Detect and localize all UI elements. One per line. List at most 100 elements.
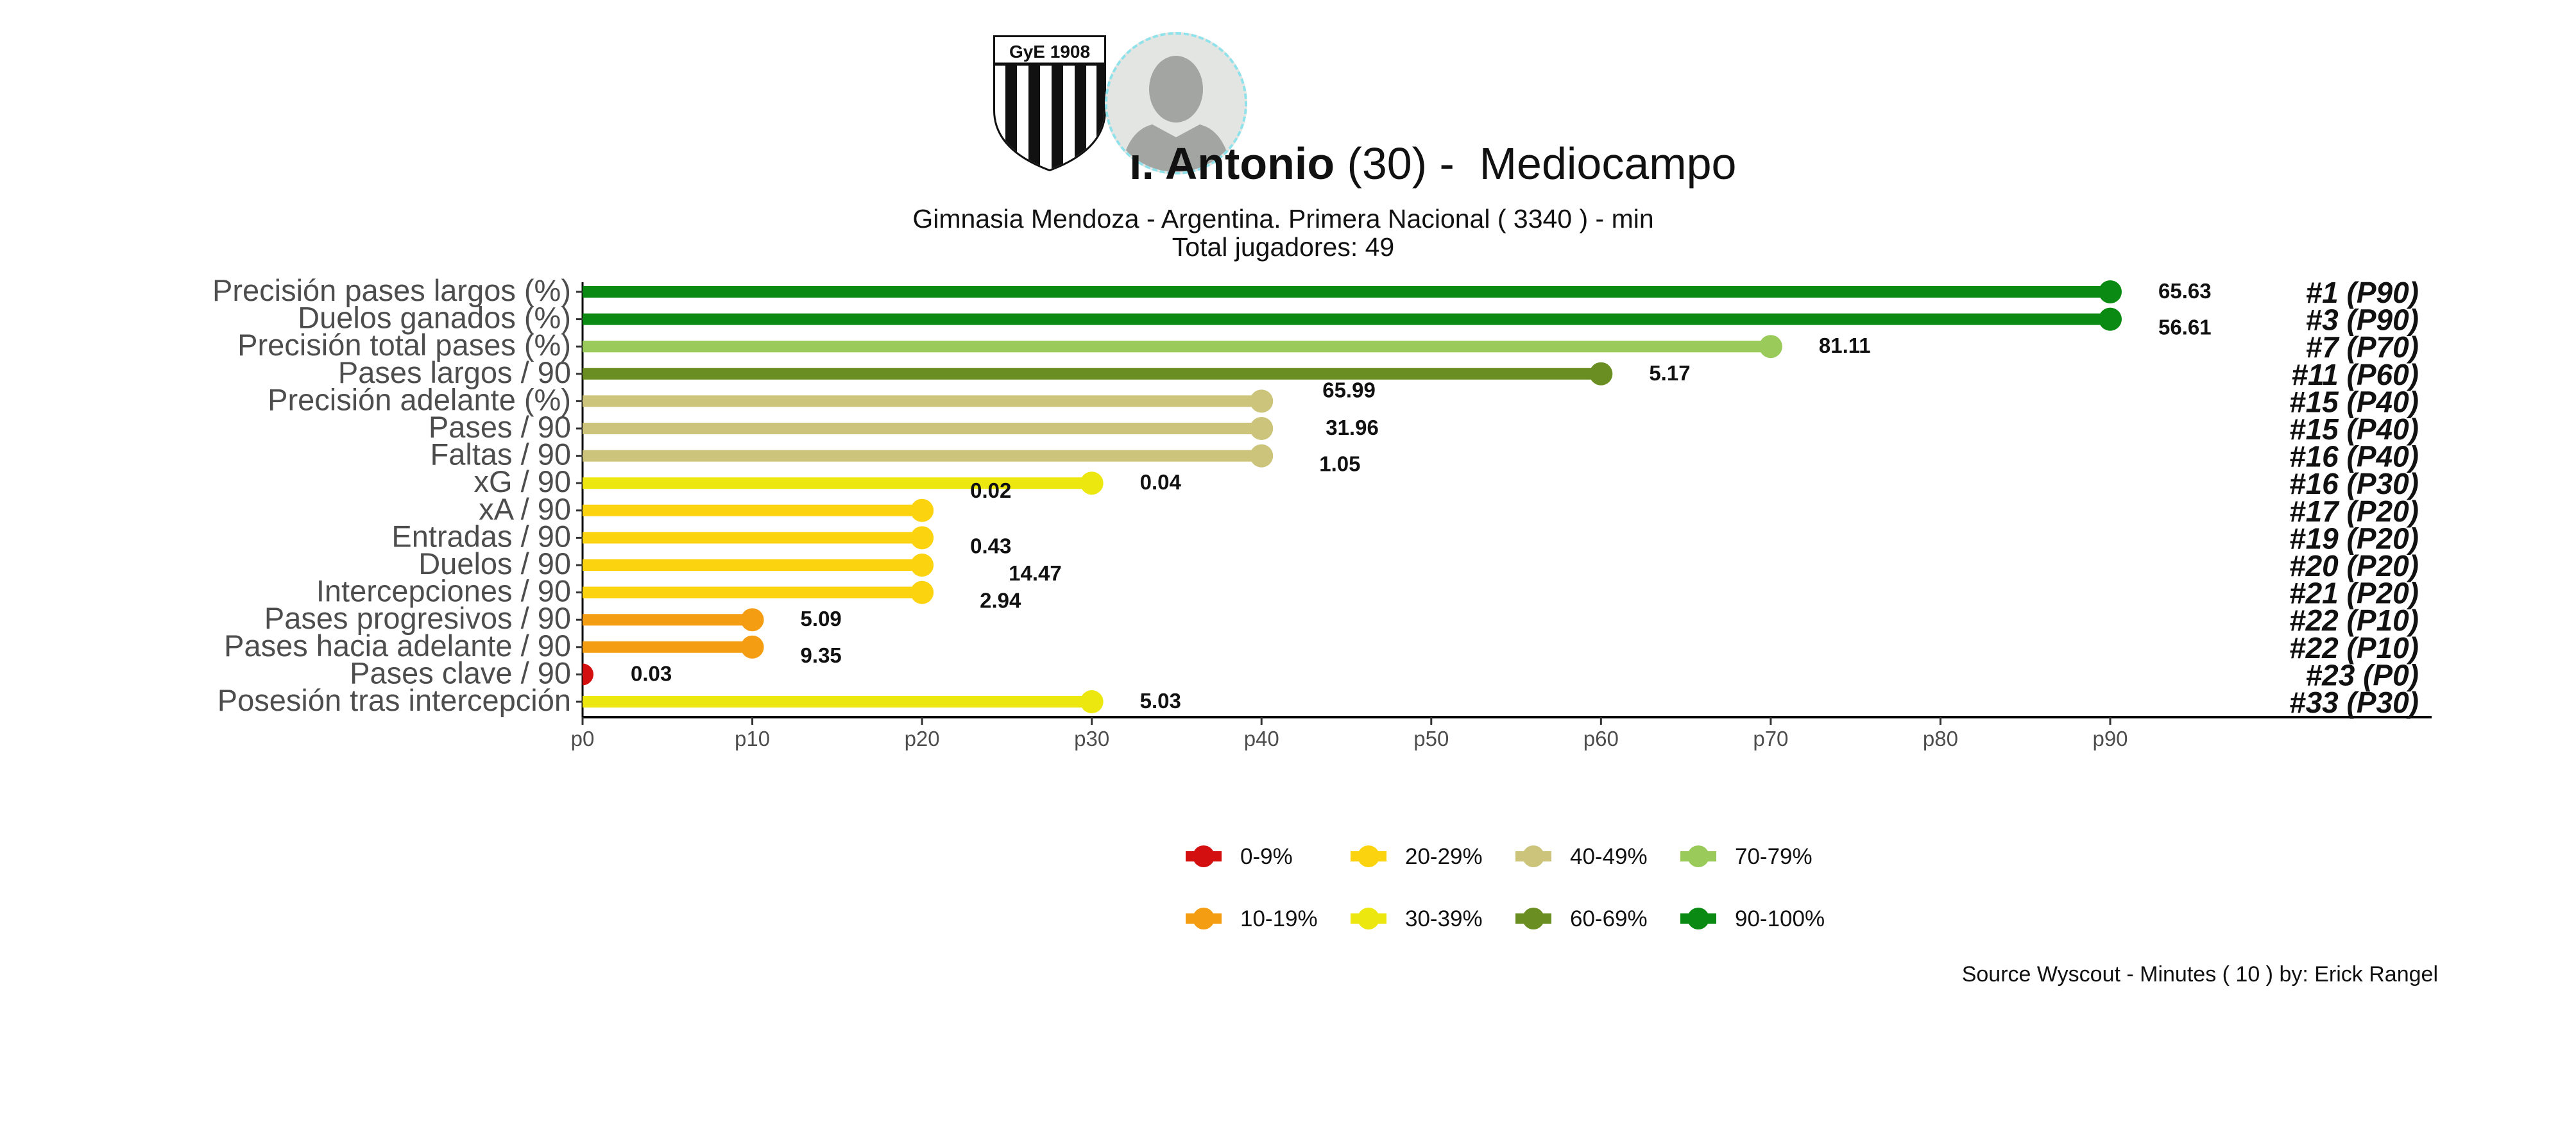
- lollipop-dot: [1250, 389, 1274, 413]
- value-label: 0.43: [970, 534, 1011, 557]
- value-label: 0.02: [970, 479, 1011, 502]
- legend-key-dot: [1358, 845, 1379, 867]
- rank-label: #16 (P40): [2289, 440, 2419, 473]
- lollipop-dot: [583, 663, 593, 686]
- rank-label: #17 (P20): [2289, 495, 2419, 528]
- value-label: 5.03: [1140, 689, 1181, 713]
- row-label: Pases progresivos / 90: [264, 601, 571, 635]
- title-separator: -: [1439, 139, 1454, 189]
- rank-label: #23 (P0): [2306, 658, 2419, 691]
- lollipop-dot: [740, 608, 764, 632]
- player-name: ı. Antonio: [1129, 139, 1335, 189]
- lollipop-dot: [1759, 335, 1782, 359]
- row-label: Precisión adelante (%): [268, 382, 571, 416]
- row-label: Pases hacia adelante / 90: [224, 629, 571, 663]
- club-crest-logo: GyE 1908: [991, 33, 1108, 172]
- x-tick-label: p90: [2092, 727, 2128, 750]
- legend-label: 40-49%: [1570, 844, 1648, 869]
- row-label: Duelos / 90: [418, 547, 571, 581]
- rank-label: #20 (P20): [2289, 549, 2419, 582]
- rank-label: #15 (P40): [2289, 412, 2419, 446]
- value-label: 0.04: [1140, 470, 1182, 494]
- player-position: Mediocampo: [1479, 139, 1737, 189]
- lollipop-dot: [1589, 362, 1613, 386]
- x-tick-label: p60: [1583, 727, 1619, 750]
- lollipop-dot: [1080, 471, 1104, 495]
- rank-label: #22 (P10): [2289, 631, 2419, 665]
- row-label: Intercepciones / 90: [316, 574, 571, 608]
- value-label: 1.05: [1319, 452, 1360, 476]
- legend-key-dot: [1687, 845, 1709, 867]
- value-label: 56.61: [2158, 316, 2212, 339]
- value-label: 81.11: [1819, 334, 1871, 357]
- subtitle-total-players: Total jugadores: 49: [1172, 232, 1395, 262]
- row-label: Duelos ganados (%): [298, 301, 571, 335]
- row-label: Precisión total pases (%): [237, 328, 571, 362]
- player-avatar: [1105, 32, 1247, 174]
- rank-label: #16 (P30): [2289, 467, 2419, 500]
- rank-label: #7 (P70): [2306, 330, 2419, 364]
- value-label: 2.94: [980, 589, 1021, 613]
- legend-key-dot: [1687, 908, 1709, 929]
- value-label: 9.35: [801, 643, 842, 667]
- player-age: (30): [1347, 139, 1428, 189]
- crest-text: GyE 1908: [1009, 42, 1090, 62]
- x-tick-label: p50: [1413, 727, 1449, 750]
- legend-label: 10-19%: [1240, 906, 1318, 931]
- row-label: Pases clave / 90: [350, 656, 571, 690]
- source-caption: Source Wyscout - Minutes ( 10 ) by: Eric…: [1961, 962, 2438, 987]
- lollipop-dot: [910, 554, 934, 577]
- legend-label: 60-69%: [1570, 906, 1648, 931]
- legend-label: 70-79%: [1735, 844, 1813, 869]
- rank-label: #3 (P90): [2306, 303, 2419, 337]
- row-label: Precisión pases largos (%): [212, 273, 571, 307]
- lollipop-dot: [1080, 690, 1104, 713]
- x-tick-label: p30: [1074, 727, 1109, 750]
- legend-key-dot: [1193, 908, 1215, 929]
- value-label: 65.99: [1322, 378, 1376, 402]
- row-label: xG / 90: [473, 464, 571, 498]
- x-tick-label: p70: [1753, 727, 1788, 750]
- legend-label: 20-29%: [1405, 844, 1483, 869]
- legend-label: 30-39%: [1405, 906, 1483, 931]
- row-label: Posesión tras intercepción: [218, 683, 571, 717]
- row-label: xA / 90: [479, 492, 571, 526]
- rank-label: #22 (P10): [2289, 604, 2419, 637]
- lollipop-dot: [2099, 307, 2122, 331]
- lollipop-dot: [740, 635, 764, 659]
- value-label: 31.96: [1326, 416, 1379, 439]
- legend-key-dot: [1193, 845, 1215, 867]
- lollipop-dot: [910, 581, 934, 604]
- subtitle-team: Gimnasia Mendoza - Argentina. Primera Na…: [912, 204, 1654, 233]
- value-label: 14.47: [1009, 561, 1062, 585]
- rank-label: #15 (P40): [2289, 385, 2419, 418]
- x-tick-label: p80: [1923, 727, 1958, 750]
- value-label: 5.09: [801, 607, 842, 631]
- legend-key-dot: [1523, 908, 1544, 929]
- rank-label: #21 (P20): [2289, 577, 2419, 610]
- x-tick-label: p40: [1244, 727, 1279, 750]
- lollipop-dot: [1250, 417, 1274, 440]
- legend-key-dot: [1358, 908, 1379, 929]
- x-tick-label: p0: [571, 727, 595, 750]
- row-label: Pases / 90: [429, 410, 571, 444]
- rank-label: #11 (P60): [2291, 358, 2419, 391]
- legend-label: 90-100%: [1735, 906, 1825, 931]
- lollipop-dot: [1250, 444, 1274, 468]
- lollipop-dot: [910, 526, 934, 550]
- lollipop-dot: [910, 498, 934, 522]
- x-tick-label: p10: [735, 727, 770, 750]
- value-label: 5.17: [1649, 361, 1690, 385]
- value-label: 0.03: [631, 661, 672, 685]
- chart-title: ı. Antonio (30) - Mediocampo: [1129, 138, 1963, 189]
- x-tick-label: p20: [905, 727, 940, 750]
- rank-label: #33 (P30): [2289, 686, 2419, 719]
- legend-key-dot: [1523, 845, 1544, 867]
- row-label: Faltas / 90: [431, 437, 571, 471]
- legend-label: 0-9%: [1240, 844, 1293, 869]
- rank-label: #1 (P90): [2306, 276, 2419, 309]
- value-label: 65.63: [2158, 279, 2212, 303]
- rank-label: #19 (P20): [2289, 521, 2419, 555]
- lollipop-dot: [2099, 280, 2122, 303]
